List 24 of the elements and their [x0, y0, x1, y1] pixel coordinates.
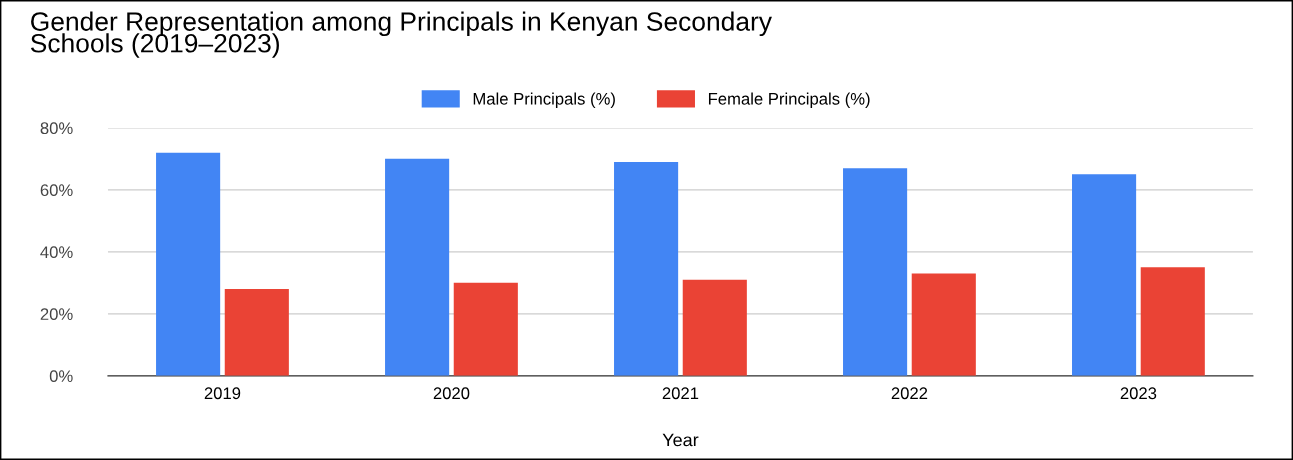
- bar: [1072, 174, 1137, 376]
- legend-label: Male Principals (%): [473, 92, 615, 109]
- y-tick-label: 20%: [40, 308, 73, 321]
- bar: [614, 161, 679, 376]
- y-tick-label: 0%: [49, 370, 73, 383]
- y-tick-label: 40%: [40, 246, 73, 259]
- bar: [843, 168, 908, 376]
- x-tick-label: 2020: [433, 387, 470, 400]
- bar: [385, 158, 450, 376]
- chart-title: Gender Representation among Principals in Kenyan Secondary Schools (2019–2023): [30, 11, 772, 58]
- y-tick-label: 80%: [40, 122, 73, 135]
- bar: [911, 273, 976, 376]
- x-tick-label: 2023: [1120, 387, 1157, 400]
- x-tick-label: 2021: [662, 387, 699, 400]
- bar: [224, 289, 289, 376]
- bar: [682, 279, 747, 376]
- x-tick-label: 2022: [891, 387, 928, 400]
- bar: [1140, 267, 1205, 376]
- x-tick-label: 2019: [204, 387, 241, 400]
- y-tick-label: 60%: [40, 184, 73, 197]
- bar: [453, 282, 518, 376]
- bar: [156, 152, 221, 376]
- legend-label: Female Principals (%): [708, 92, 870, 109]
- x-axis-title: Year: [662, 433, 699, 447]
